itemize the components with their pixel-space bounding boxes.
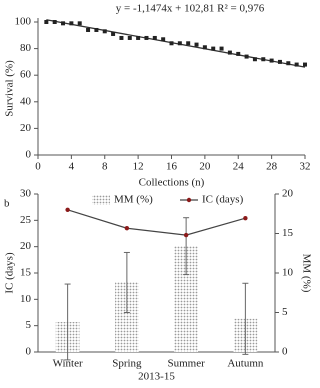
point	[261, 57, 266, 62]
line-marker	[124, 226, 130, 231]
point	[219, 46, 224, 51]
x-tick-label: 8	[102, 161, 108, 173]
x-tick-label: 4	[69, 161, 75, 173]
point	[119, 35, 124, 40]
y-tick-label: 20	[282, 188, 294, 200]
x-tick-label: 24	[233, 161, 245, 173]
legend-label: MM (%)	[114, 194, 153, 206]
point	[152, 35, 157, 40]
y-tick-label: 60	[20, 69, 32, 81]
point	[61, 21, 66, 26]
x-tick-label: Summer	[167, 358, 205, 370]
legend-label: IC (days)	[202, 194, 244, 206]
point	[127, 35, 132, 40]
point	[303, 62, 307, 67]
y-tick-label: 15	[282, 227, 294, 239]
line-marker	[65, 207, 70, 212]
point	[286, 61, 291, 66]
point	[186, 41, 191, 46]
point	[94, 27, 99, 32]
point	[269, 58, 274, 63]
point	[202, 45, 207, 50]
point	[52, 20, 57, 24]
y-tick-label: 10	[282, 267, 294, 279]
point	[252, 57, 257, 62]
y-tick-label: 5	[282, 306, 288, 318]
y2-axis-label: MM (%)	[300, 254, 312, 293]
x-tick-label: Winter	[53, 358, 83, 370]
x-tick-label: 20	[199, 161, 211, 173]
point	[136, 35, 141, 40]
x-tick-label: Spring	[112, 358, 142, 370]
y-tick-label: 0	[26, 346, 32, 358]
x-tick-label: 0	[35, 161, 41, 173]
point	[211, 46, 216, 51]
legend-marker	[186, 197, 192, 203]
y-tick-label: 20	[20, 122, 32, 134]
point	[69, 21, 74, 26]
panel-label: b	[4, 198, 10, 210]
point	[161, 37, 166, 42]
x-tick-label: 32	[300, 161, 311, 173]
trendline	[46, 19, 306, 68]
point	[86, 27, 91, 32]
point	[111, 31, 116, 36]
x-tick-label: 28	[266, 161, 278, 173]
y-tick-label: 40	[20, 95, 32, 107]
y-tick-label: 5	[26, 319, 32, 331]
line-marker	[243, 216, 248, 221]
point	[44, 20, 49, 24]
y-tick-label: 10	[20, 293, 32, 305]
point	[169, 41, 174, 46]
point	[144, 35, 149, 40]
point	[194, 42, 199, 47]
legend-swatch	[92, 195, 110, 205]
y-tick-label: 0	[26, 149, 32, 161]
y-tick-label: 30	[20, 188, 32, 200]
y-tick-label: 80	[20, 42, 32, 54]
x-axis-label: Collections (n)	[139, 177, 205, 189]
bar	[174, 246, 198, 352]
point	[277, 59, 282, 64]
y-tick-label: 25	[20, 214, 32, 226]
y-tick-label: 15	[20, 267, 32, 279]
x-axis-label: 2013-15	[138, 371, 175, 383]
x-tick-label: Autumn	[227, 358, 264, 370]
point	[102, 29, 107, 34]
x-tick-label: 12	[133, 161, 144, 173]
y-tick-label: 0	[282, 346, 288, 358]
y-axis-label: Survival (%)	[4, 60, 16, 117]
point	[236, 51, 241, 56]
point	[244, 54, 249, 59]
x-tick-label: 16	[166, 161, 178, 173]
point	[227, 50, 232, 55]
point	[177, 41, 182, 46]
point	[294, 62, 299, 67]
annotation: y = -1,1474x + 102,81 R² = 0,976	[116, 3, 265, 15]
bar	[115, 282, 139, 352]
point	[77, 21, 82, 26]
line	[67, 209, 246, 236]
y-axis-label: IC (days)	[4, 252, 16, 294]
y-tick-label: 20	[20, 240, 32, 252]
line-marker	[183, 232, 189, 238]
y-tick-label: 100	[15, 16, 32, 28]
